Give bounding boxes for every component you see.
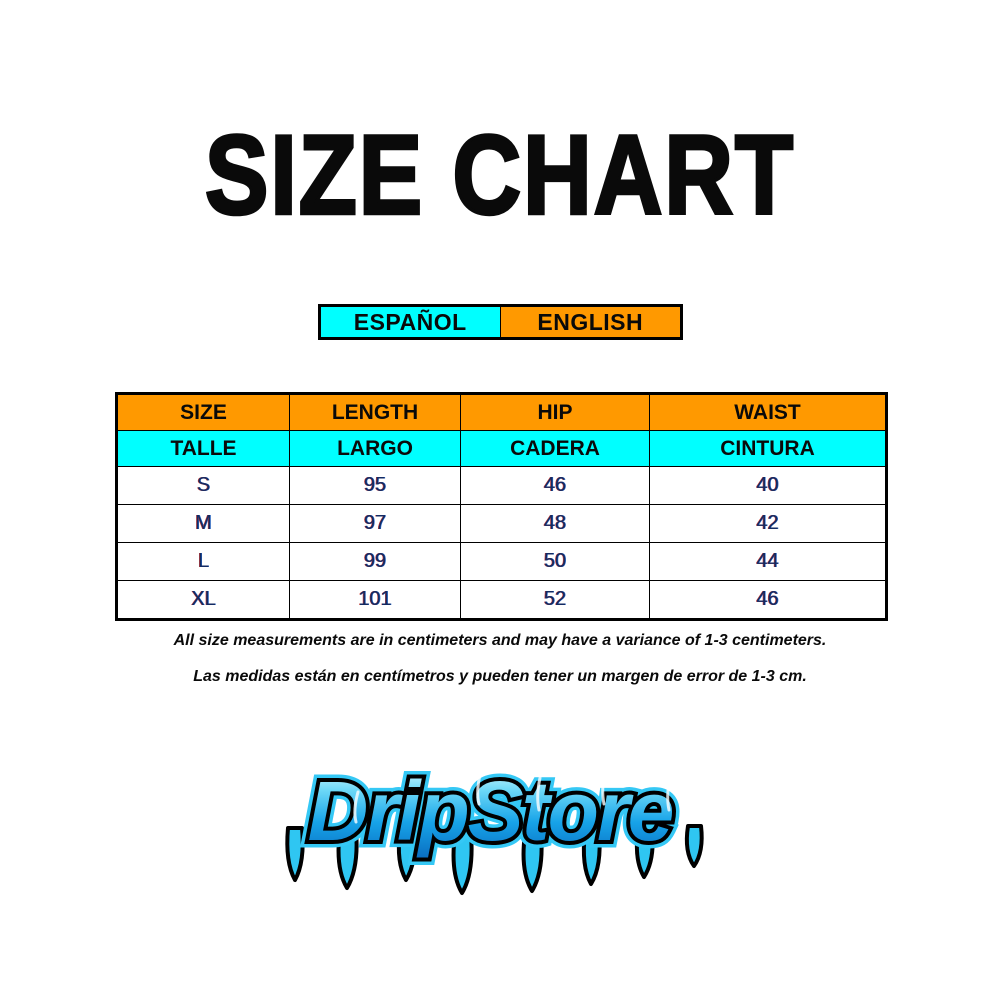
svg-text:DripStore: DripStore <box>308 764 673 858</box>
